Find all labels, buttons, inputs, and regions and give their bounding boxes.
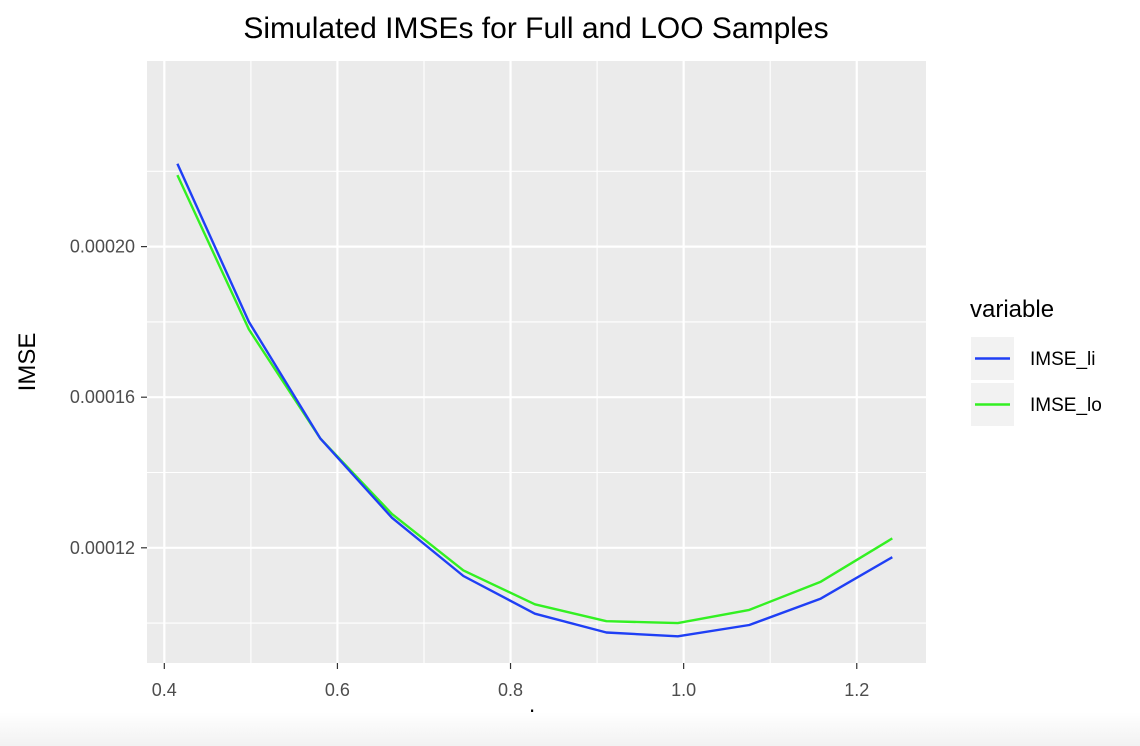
y-axis: 0.00012 0.00016 0.00020	[70, 237, 147, 558]
y-tick-label: 0.00020	[70, 237, 135, 257]
plot-panel	[147, 61, 926, 663]
x-tick-label: 0.4	[152, 680, 177, 700]
series-line-imse-li	[176, 163, 893, 638]
x-tick-label: 0.8	[498, 680, 523, 700]
legend-label: IMSE_lo	[1030, 395, 1102, 416]
y-tick-label: 0.00016	[70, 387, 135, 407]
legend-items: IMSE_li IMSE_lo	[971, 337, 1102, 426]
legend-title: variable	[970, 296, 1054, 323]
legend-label: IMSE_li	[1030, 349, 1095, 370]
y-axis-title: IMSE	[14, 333, 41, 392]
major-gridlines	[147, 61, 926, 663]
legend: variable IMSE_li IMSE_lo	[970, 296, 1102, 426]
x-tick-label: 1.2	[844, 680, 869, 700]
x-tick-label: 1.0	[671, 680, 696, 700]
series-lines	[176, 163, 893, 638]
chart-title: Simulated IMSEs for Full and LOO Samples	[243, 12, 828, 45]
minor-gridlines	[147, 61, 926, 663]
x-axis: 0.4 0.6 0.8 1.0 1.2	[152, 663, 869, 700]
y-tick-label: 0.00012	[70, 538, 135, 558]
series-line-imse-lo	[176, 174, 893, 625]
bottom-fade	[0, 712, 1140, 746]
x-tick-label: 0.6	[325, 680, 350, 700]
